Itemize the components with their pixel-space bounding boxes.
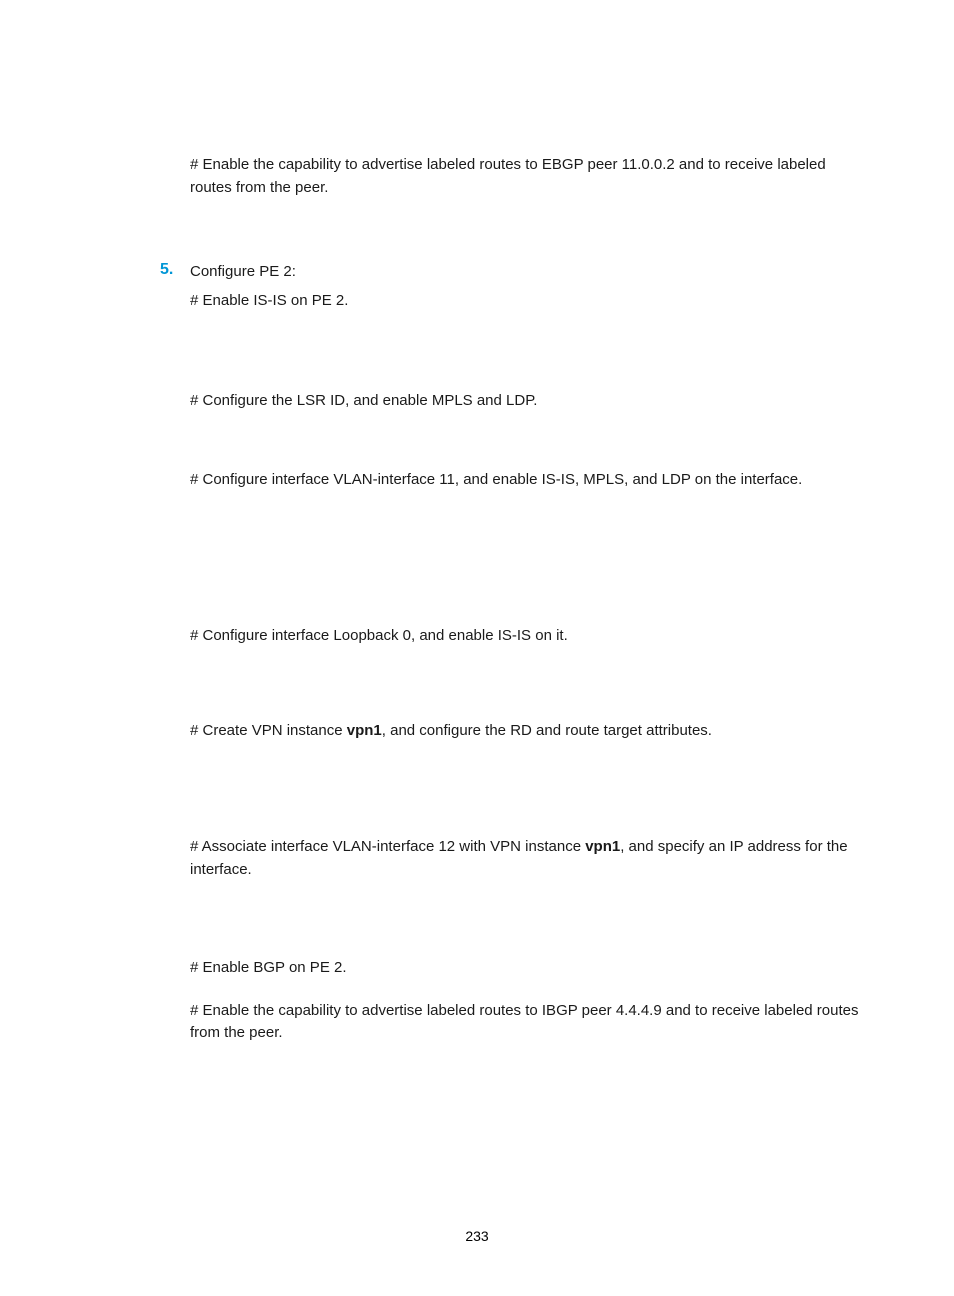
- paragraph: # Associate interface VLAN-interface 12 …: [190, 836, 870, 881]
- paragraph: # Create VPN instance vpn1, and configur…: [190, 720, 870, 743]
- bold-text: vpn1: [347, 722, 382, 739]
- step-number: 5.: [160, 261, 190, 279]
- step-5: 5. Configure PE 2: # Enable IS-IS on PE …: [190, 261, 870, 322]
- text-run: # Associate interface VLAN-interface 12 …: [190, 838, 585, 855]
- bold-text: vpn1: [585, 838, 620, 855]
- paragraph: # Enable the capability to advertise lab…: [190, 154, 870, 199]
- paragraph: # Configure the LSR ID, and enable MPLS …: [190, 390, 870, 413]
- content-block: # Enable the capability to advertise lab…: [190, 154, 870, 1055]
- text-run: , and configure the RD and route target …: [382, 722, 712, 739]
- step-body: Configure PE 2: # Enable IS-IS on PE 2.: [190, 261, 870, 322]
- page-number: 233: [0, 1228, 954, 1244]
- paragraph: # Enable BGP on PE 2.: [190, 957, 870, 980]
- paragraph: # Configure interface VLAN-interface 11,…: [190, 469, 870, 492]
- document-page: # Enable the capability to advertise lab…: [0, 0, 954, 1296]
- paragraph: # Enable the capability to advertise lab…: [190, 1000, 870, 1045]
- step-title: Configure PE 2:: [190, 261, 870, 284]
- paragraph: # Enable IS-IS on PE 2.: [190, 290, 870, 313]
- text-run: # Create VPN instance: [190, 722, 347, 739]
- paragraph: # Configure interface Loopback 0, and en…: [190, 625, 870, 648]
